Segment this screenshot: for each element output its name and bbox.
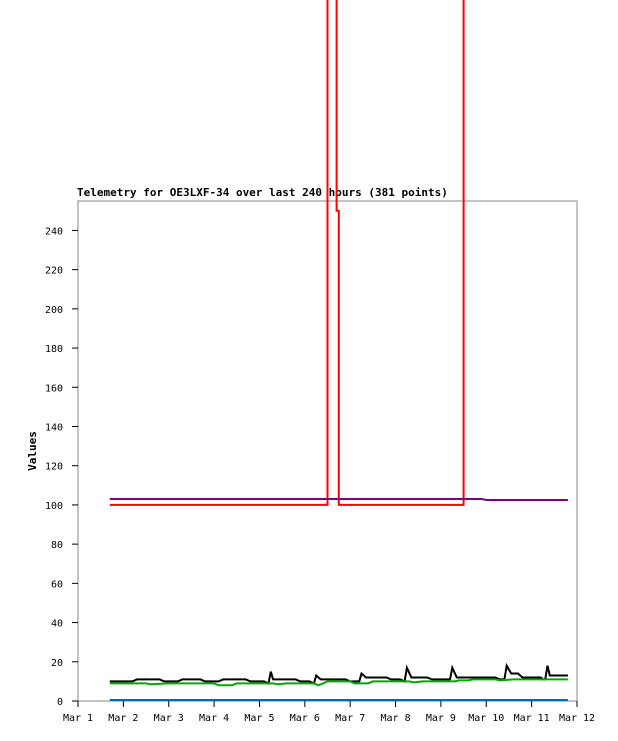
y-tick-label: 40 [51, 619, 63, 630]
y-tick-label: 120 [45, 462, 63, 473]
y-tick-label: 60 [51, 579, 63, 590]
series-line-2 [109, 498, 568, 501]
chart-title: Telemetry for OE3LXF-34 over last 240 ho… [77, 186, 448, 199]
y-tick-label: 100 [45, 501, 63, 512]
x-tick-label: Mar 5 [244, 713, 274, 724]
y-axis: 0 20 40 60 80 100 120 140 160 180 200 220 240 [45, 226, 78, 708]
series-line-4 [109, 678, 568, 687]
y-tick-label: 0 [57, 697, 63, 708]
x-tick-label: Mar 7 [335, 713, 365, 724]
y-tick-label: 200 [45, 305, 63, 316]
x-tick-label: Mar 2 [108, 713, 138, 724]
x-tick-label: Mar 12 [559, 713, 595, 724]
x-tick-label: Mar 3 [154, 713, 184, 724]
x-tick-label: Mar 8 [380, 713, 410, 724]
series-line-3 [109, 662, 568, 685]
series-lines [109, 0, 568, 701]
x-tick-label: Mar 10 [468, 713, 504, 724]
y-tick-label: 180 [45, 344, 63, 355]
y-tick-label: 140 [45, 422, 63, 433]
x-tick-label: Mar 1 [63, 713, 93, 724]
x-tick-label: Mar 4 [199, 713, 229, 724]
y-tick-label: 220 [45, 266, 63, 277]
y-tick-label: 20 [51, 658, 63, 669]
y-tick-label: 80 [51, 540, 63, 551]
y-axis-label: Values [26, 431, 39, 471]
x-tick-label: Mar 9 [426, 713, 456, 724]
x-tick-label: Mar 11 [514, 713, 550, 724]
x-tick-label: Mar 6 [290, 713, 320, 724]
x-axis: Mar 1 Mar 2 Mar 3 Mar 4 Mar 5 Mar 6 Mar 7 Mar 8… [63, 701, 595, 724]
y-tick-label: 160 [45, 383, 63, 394]
y-tick-label: 240 [45, 226, 63, 237]
series-line-1 [109, 0, 465, 506]
